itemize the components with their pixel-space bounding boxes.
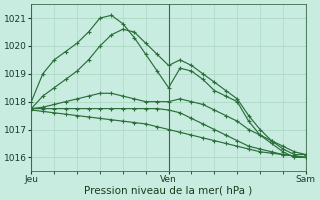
X-axis label: Pression niveau de la mer( hPa ): Pression niveau de la mer( hPa ) [84,186,253,196]
